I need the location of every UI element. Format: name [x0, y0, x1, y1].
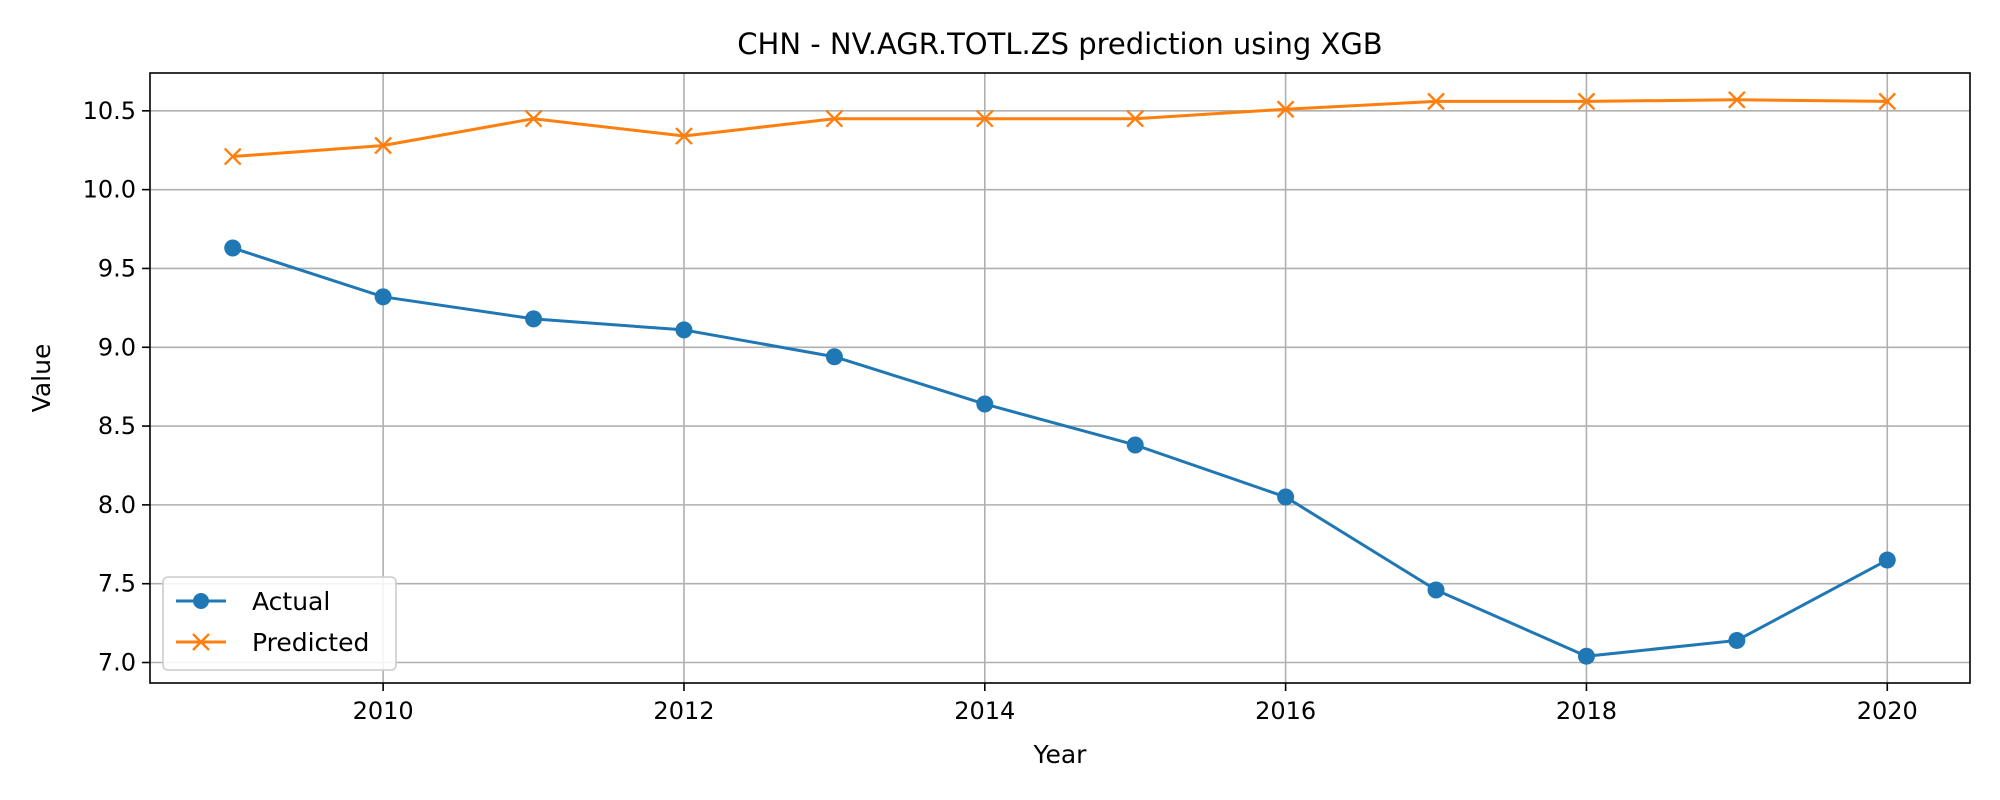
- actual-data-point: [825, 348, 843, 366]
- predicted-data-point: [975, 109, 994, 128]
- x-tick-label: 2014: [954, 697, 1015, 725]
- actual-data-point: [1126, 436, 1144, 454]
- y-tick-label: 9.5: [98, 254, 136, 282]
- actual-data-point: [525, 310, 543, 328]
- y-tick-label: 10.0: [83, 176, 136, 204]
- x-tick-label: 2020: [1857, 697, 1918, 725]
- actual-data-point: [1728, 631, 1746, 649]
- predicted-data-point: [675, 127, 693, 145]
- chart-title: CHN - NV.AGR.TOTL.ZS prediction using XG…: [737, 27, 1382, 61]
- actual-data-point: [224, 239, 242, 257]
- x-tick-label: 2010: [353, 697, 414, 725]
- actual-data-point: [1878, 551, 1896, 569]
- actual-data-point: [1277, 488, 1295, 506]
- actual-data-point: [976, 395, 994, 413]
- predicted-data-point: [1126, 109, 1145, 128]
- x-tick-label: 2012: [653, 697, 714, 725]
- y-tick-label: 8.0: [98, 491, 136, 519]
- y-tick-label: 10.5: [83, 97, 136, 125]
- y-tick-label: 9.0: [98, 333, 136, 361]
- actual-data-point: [374, 288, 392, 306]
- plot-frame: [149, 72, 1971, 684]
- x-axis-label: Year: [1033, 740, 1088, 769]
- x-tick-label: 2016: [1255, 697, 1316, 725]
- x-tick-label: 2018: [1556, 697, 1617, 725]
- legend-actual-marker: [193, 593, 209, 609]
- legend-predicted-label: Predicted: [252, 628, 369, 657]
- predicted-data-point: [1728, 90, 1746, 109]
- actual-series-line: [232, 246, 1888, 658]
- predicted-data-point: [825, 109, 844, 128]
- predicted-data-point: [1878, 92, 1897, 111]
- predicted-data-point: [1427, 92, 1445, 111]
- grid: [150, 73, 1970, 683]
- actual-data-point: [1427, 581, 1445, 599]
- actual-data-point: [675, 321, 693, 339]
- predicted-data-point: [1276, 100, 1295, 119]
- predicted-series-line: [232, 98, 1888, 159]
- y-tick-label: 7.0: [98, 649, 136, 677]
- legend: Actual Predicted: [162, 576, 397, 671]
- y-axis-label: Value: [27, 344, 56, 413]
- predicted-data-point: [374, 136, 392, 155]
- legend-actual-label: Actual: [252, 587, 330, 616]
- legend-predicted-marker: [192, 633, 210, 651]
- predicted-data-point: [223, 147, 242, 166]
- predicted-data-point: [1577, 92, 1596, 111]
- axis-ticks: 2010 2012 2014 2016 2018 2020 7.0 7.5 8.0 8.5 9.0 9…: [83, 97, 1918, 725]
- actual-data-point: [1577, 647, 1595, 665]
- y-tick-label: 8.5: [98, 412, 136, 440]
- y-tick-label: 7.5: [98, 570, 136, 598]
- series-lines: [223, 90, 1897, 665]
- predicted-data-point: [524, 109, 543, 128]
